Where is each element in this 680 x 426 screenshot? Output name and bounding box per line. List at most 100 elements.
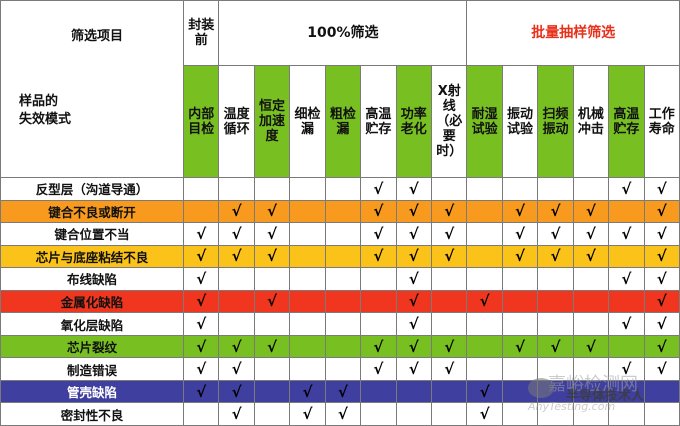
check-cell <box>184 178 220 201</box>
check-cell: √ <box>644 245 680 269</box>
check-cell: √ <box>219 335 255 359</box>
check-mark: √ <box>408 337 419 356</box>
check-cell <box>538 358 574 381</box>
row-label-text: 布线缺陷 <box>66 272 117 288</box>
row-label-2: 键合不良或断开 <box>0 200 184 224</box>
column-header-10: 振动试验 <box>502 66 539 178</box>
check-mark: √ <box>231 202 242 221</box>
check-cell <box>538 268 574 291</box>
check-mark: √ <box>444 247 455 266</box>
check-cell <box>467 178 503 201</box>
check-mark: √ <box>408 224 419 243</box>
row-label-11: 密封性不良 <box>0 403 184 426</box>
check-cell: √ <box>538 335 574 359</box>
check-cell <box>290 335 326 359</box>
column-header-label: 耐湿试验 <box>471 106 498 137</box>
row-label-5: 布线缺陷 <box>0 268 184 291</box>
full-screen-label: 100%筛选 <box>307 24 379 41</box>
row-label-7: 氧化层缺陷 <box>0 313 184 336</box>
check-mark: √ <box>479 382 490 401</box>
check-cell <box>396 403 432 426</box>
check-mark: √ <box>196 247 207 266</box>
check-cell: √ <box>184 358 220 381</box>
check-cell <box>254 358 291 381</box>
check-mark: √ <box>196 315 207 334</box>
check-cell <box>219 268 255 291</box>
check-cell: √ <box>502 200 539 224</box>
check-mark: √ <box>585 202 596 221</box>
check-cell: √ <box>219 358 255 381</box>
check-cell <box>219 178 255 201</box>
check-mark: √ <box>656 224 667 243</box>
check-mark: √ <box>373 202 384 221</box>
row-label-text: 管壳缺陷 <box>66 385 117 401</box>
check-mark: √ <box>550 202 561 221</box>
check-mark: √ <box>621 269 632 288</box>
check-cell <box>644 403 680 426</box>
check-cell <box>609 200 645 224</box>
check-cell: √ <box>396 178 432 201</box>
check-cell <box>467 313 503 336</box>
check-cell <box>290 290 326 314</box>
check-mark: √ <box>408 360 419 379</box>
row-label-6: 金属化缺陷 <box>0 290 184 314</box>
check-cell <box>467 358 503 381</box>
check-cell: √ <box>361 358 397 381</box>
check-cell: √ <box>325 380 362 404</box>
check-cell: √ <box>573 245 610 269</box>
check-cell: √ <box>609 223 645 246</box>
check-cell: √ <box>502 245 539 269</box>
check-cell <box>502 178 539 201</box>
check-cell <box>609 380 645 404</box>
column-header-13: 高温贮存 <box>609 66 645 178</box>
check-cell <box>538 178 574 201</box>
check-cell <box>609 403 645 426</box>
check-cell: √ <box>644 200 680 224</box>
check-cell: √ <box>219 380 255 404</box>
check-cell: √ <box>609 313 645 336</box>
check-cell <box>502 268 539 291</box>
check-mark: √ <box>550 224 561 243</box>
check-mark: √ <box>231 224 242 243</box>
check-mark: √ <box>408 202 419 221</box>
check-cell: √ <box>361 335 397 359</box>
check-cell <box>184 200 220 224</box>
check-mark: √ <box>267 292 278 311</box>
check-cell <box>432 290 468 314</box>
row-label-text: 反型层（沟道导通） <box>35 182 149 198</box>
header-corner: 筛选项目 样品的 失效模式 <box>0 0 184 178</box>
column-header-label: 高温贮存 <box>613 106 640 137</box>
check-cell: √ <box>396 313 432 336</box>
check-mark: √ <box>585 337 596 356</box>
check-cell: √ <box>644 313 680 336</box>
row-label-10: 管壳缺陷 <box>0 380 184 404</box>
column-header-14: 工作寿命 <box>644 66 680 178</box>
check-mark: √ <box>373 224 384 243</box>
check-cell <box>538 380 574 404</box>
check-mark: √ <box>196 224 207 243</box>
check-mark: √ <box>656 360 667 379</box>
column-header-label: 内部目检 <box>188 106 215 137</box>
check-mark: √ <box>196 360 207 379</box>
check-cell: √ <box>644 268 680 291</box>
check-cell <box>325 335 362 359</box>
check-cell <box>467 268 503 291</box>
check-mark: √ <box>550 337 561 356</box>
check-cell <box>502 358 539 381</box>
check-cell <box>325 200 362 224</box>
check-cell <box>325 223 362 246</box>
check-cell <box>325 245 362 269</box>
check-mark: √ <box>302 382 313 401</box>
check-cell <box>361 290 397 314</box>
check-mark: √ <box>337 382 348 401</box>
check-cell <box>432 313 468 336</box>
column-header-7: 功率老化 <box>396 66 432 178</box>
column-header-label: 工作寿命 <box>648 106 675 137</box>
check-mark: √ <box>515 202 526 221</box>
check-cell <box>432 380 468 404</box>
check-mark: √ <box>231 337 242 356</box>
check-mark: √ <box>621 179 632 198</box>
check-cell: √ <box>325 403 362 426</box>
check-mark: √ <box>656 269 667 288</box>
check-mark: √ <box>302 405 313 424</box>
